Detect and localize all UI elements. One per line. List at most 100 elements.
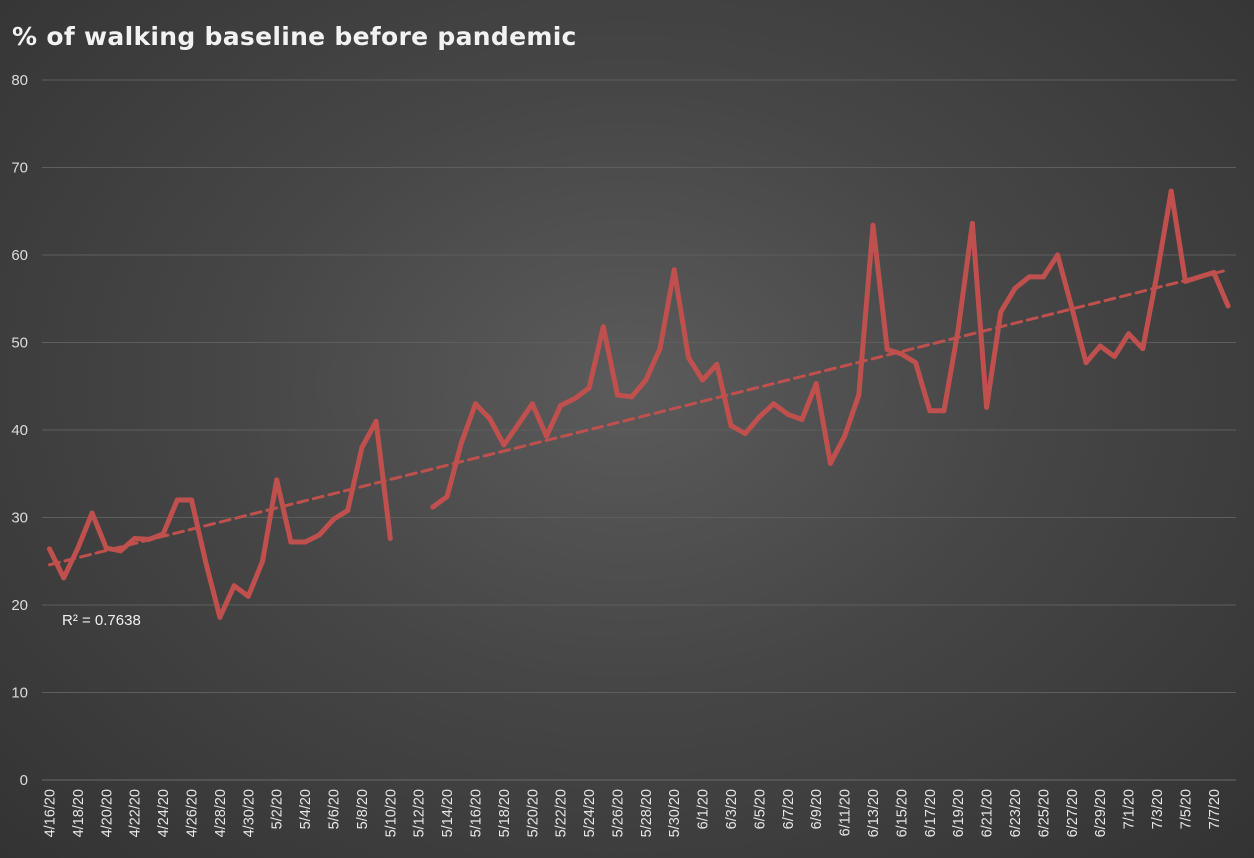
x-tick-label: 5/16/20 bbox=[468, 789, 484, 837]
x-tick-label: 5/30/20 bbox=[667, 789, 683, 837]
data-point bbox=[174, 497, 180, 503]
x-tick-label: 5/18/20 bbox=[497, 789, 513, 837]
x-tick-label: 7/1/20 bbox=[1122, 789, 1138, 829]
data-point bbox=[345, 508, 351, 513]
series-layer bbox=[47, 188, 1231, 620]
data-point bbox=[742, 431, 748, 436]
y-tick-label: 50 bbox=[11, 335, 28, 352]
data-point bbox=[1140, 346, 1146, 352]
data-point bbox=[1111, 354, 1117, 359]
data-point bbox=[771, 401, 777, 407]
x-tick-label: 4/16/20 bbox=[43, 789, 59, 837]
data-point bbox=[1040, 274, 1046, 280]
data-point bbox=[515, 422, 521, 428]
data-point bbox=[1083, 360, 1089, 366]
data-point bbox=[913, 360, 919, 366]
x-tick-label: 6/7/20 bbox=[781, 789, 797, 829]
data-point bbox=[600, 324, 606, 330]
data-point bbox=[132, 536, 138, 541]
data-point bbox=[785, 411, 791, 417]
data-point bbox=[217, 614, 223, 620]
data-point bbox=[998, 309, 1004, 315]
y-tick-label: 80 bbox=[11, 72, 28, 89]
data-point bbox=[373, 418, 379, 424]
trendline-layer bbox=[48, 268, 1230, 567]
data-point bbox=[1154, 271, 1160, 277]
x-tick-label: 6/29/20 bbox=[1093, 789, 1109, 837]
data-point bbox=[387, 536, 393, 541]
data-point bbox=[61, 575, 67, 581]
x-tick-label: 4/24/20 bbox=[156, 789, 172, 837]
y-tick-label: 30 bbox=[11, 510, 28, 527]
x-tick-label: 6/3/20 bbox=[724, 789, 740, 829]
x-tick-label: 7/5/20 bbox=[1178, 789, 1194, 829]
y-tick-label: 10 bbox=[11, 685, 28, 702]
data-point bbox=[430, 504, 436, 510]
data-point bbox=[302, 539, 308, 545]
data-point bbox=[231, 583, 237, 589]
x-tick-label: 6/9/20 bbox=[809, 789, 825, 829]
data-point bbox=[189, 497, 194, 503]
data-point bbox=[529, 401, 535, 407]
data-point bbox=[146, 536, 152, 542]
data-point bbox=[572, 396, 578, 401]
data-point bbox=[941, 408, 947, 414]
data-point bbox=[1026, 274, 1032, 280]
data-point bbox=[458, 440, 464, 446]
y-tick-label: 70 bbox=[11, 160, 28, 177]
data-point bbox=[473, 401, 478, 407]
data-point bbox=[615, 392, 620, 398]
data-point bbox=[288, 539, 294, 545]
data-point bbox=[160, 531, 166, 537]
data-point bbox=[842, 433, 848, 439]
x-tick-label: 6/13/20 bbox=[866, 789, 882, 837]
x-tick-label: 5/24/20 bbox=[582, 789, 598, 837]
data-point bbox=[714, 361, 720, 367]
x-tick-label: 5/4/20 bbox=[298, 789, 314, 829]
data-point bbox=[203, 559, 209, 565]
data-point bbox=[558, 403, 564, 408]
x-tick-label: 6/25/20 bbox=[1036, 789, 1052, 837]
x-tick-label: 6/23/20 bbox=[1008, 789, 1024, 837]
x-axis-ticks: 4/16/20 4/18/20 4/20/20 4/22/20 4/24/20 4/26/… bbox=[43, 789, 1223, 837]
data-point bbox=[118, 548, 123, 554]
data-point bbox=[1055, 252, 1061, 258]
data-point bbox=[1211, 270, 1217, 275]
data-point bbox=[870, 222, 876, 228]
x-tick-label: 4/22/20 bbox=[128, 789, 144, 837]
data-point bbox=[75, 545, 81, 551]
data-point bbox=[103, 545, 109, 551]
x-tick-label: 4/20/20 bbox=[99, 789, 115, 837]
x-tick-label: 5/10/20 bbox=[383, 789, 399, 837]
x-tick-label: 5/14/20 bbox=[440, 789, 456, 837]
y-tick-label: 60 bbox=[11, 247, 28, 264]
x-tick-label: 5/20/20 bbox=[525, 789, 541, 837]
data-point bbox=[657, 346, 663, 352]
data-point bbox=[487, 416, 493, 422]
x-tick-label: 5/8/20 bbox=[355, 789, 371, 829]
x-tick-label: 6/15/20 bbox=[894, 789, 910, 837]
x-tick-label: 4/26/20 bbox=[184, 789, 200, 837]
data-point bbox=[728, 423, 734, 429]
x-tick-label: 6/1/20 bbox=[696, 789, 712, 829]
data-point bbox=[47, 546, 52, 552]
data-point bbox=[1182, 278, 1188, 284]
x-tick-label: 6/21/20 bbox=[980, 789, 996, 837]
data-point bbox=[501, 442, 507, 448]
y-tick-label: 20 bbox=[11, 597, 28, 614]
data-point bbox=[245, 593, 251, 599]
x-tick-label: 5/22/20 bbox=[554, 789, 570, 837]
y-tick-label: 40 bbox=[11, 422, 28, 439]
gridlines bbox=[42, 79, 1236, 781]
x-tick-label: 5/6/20 bbox=[326, 789, 342, 829]
data-point bbox=[629, 394, 635, 400]
data-point bbox=[756, 414, 762, 420]
x-tick-label: 4/30/20 bbox=[241, 789, 257, 837]
x-tick-label: 4/18/20 bbox=[71, 789, 87, 837]
data-point bbox=[1097, 343, 1103, 349]
data-point bbox=[586, 385, 592, 391]
data-point bbox=[799, 417, 805, 422]
x-tick-label: 6/5/20 bbox=[752, 789, 768, 829]
x-tick-label: 6/17/20 bbox=[923, 789, 939, 837]
